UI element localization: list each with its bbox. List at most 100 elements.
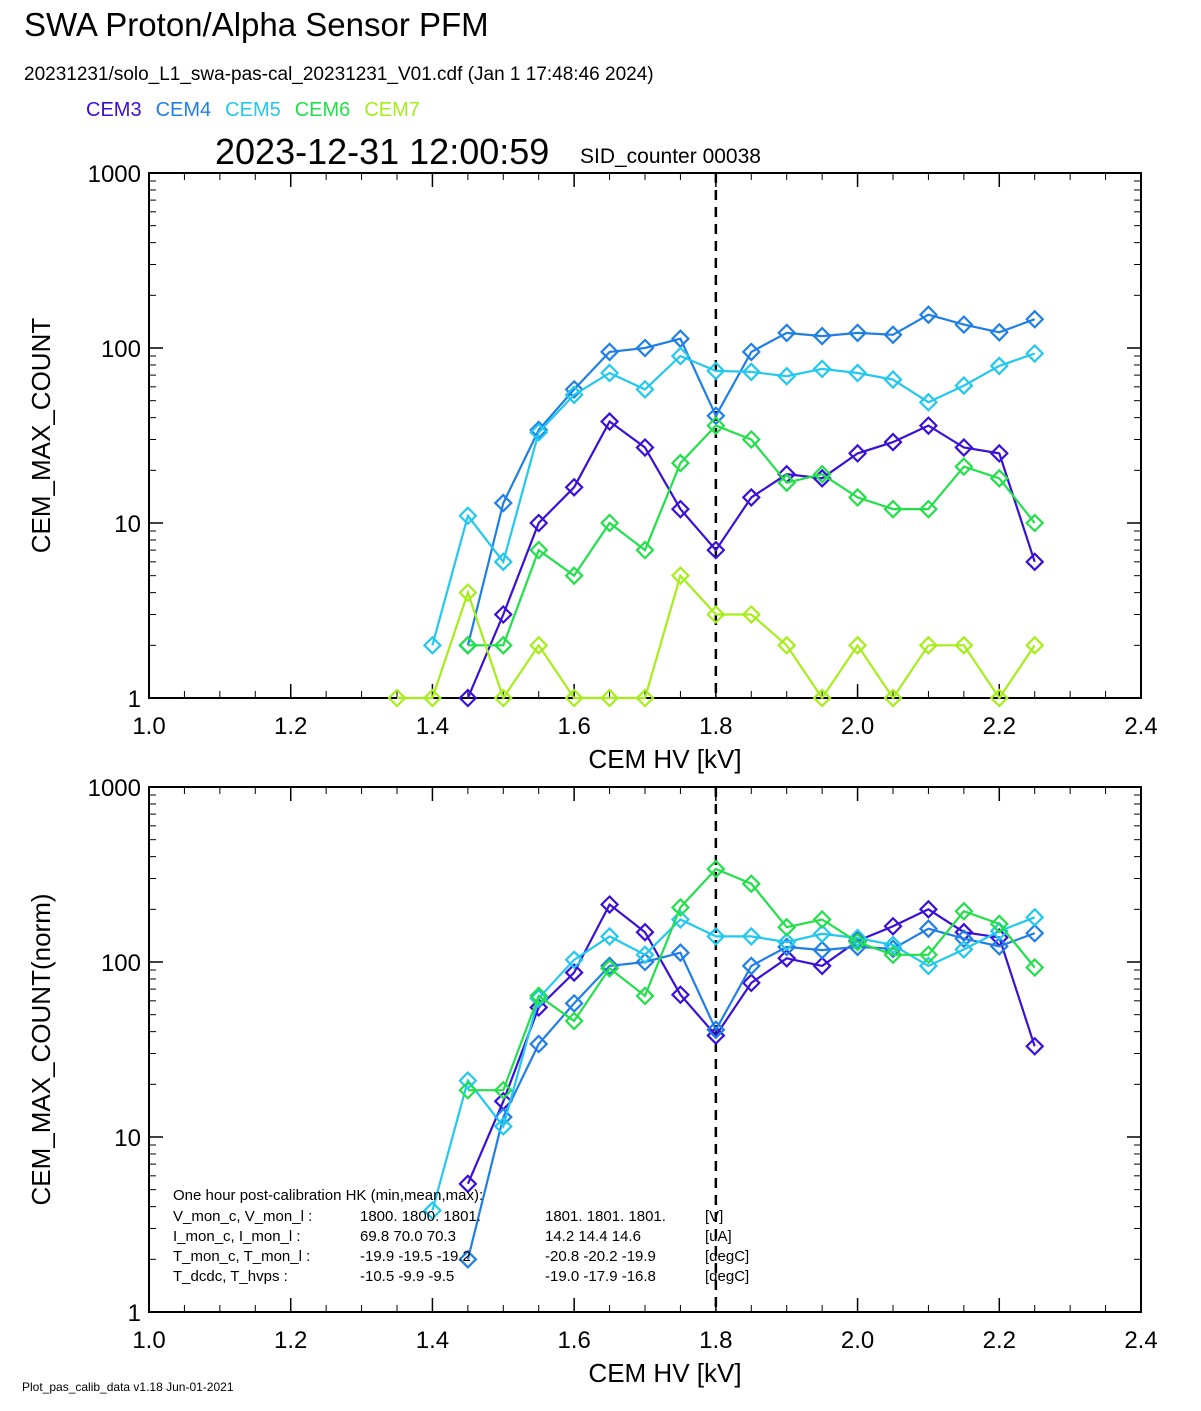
legend-item-cem6: CEM6	[294, 99, 351, 121]
data-point-cem4	[777, 323, 797, 343]
x-tick-label: 2.4	[1124, 1327, 1157, 1354]
hk-summary: One hour post-calibration HK (min,mean,m…	[173, 1187, 749, 1285]
plot-frame	[148, 172, 1142, 699]
hk-row-l: 1801. 1801. 1801.	[545, 1208, 666, 1225]
data-point-cem4	[812, 326, 832, 346]
data-point-cem6	[635, 986, 655, 1006]
hk-row-unit: [degC]	[705, 1248, 749, 1265]
data-point-cem6	[1025, 957, 1045, 978]
data-point-cem6	[883, 945, 903, 965]
data-point-cem4	[883, 939, 903, 959]
data-point-cem5	[812, 924, 832, 944]
data-point-cem4	[812, 940, 832, 960]
legend-item-cem7: CEM7	[364, 99, 420, 121]
hk-row-label: T_mon_c, T_mon_l :	[173, 1248, 310, 1265]
data-point-cem4	[954, 929, 974, 949]
series-line-cem5	[431, 916, 1036, 1211]
data-point-cem6	[954, 901, 974, 921]
data-point-cem7	[741, 604, 761, 625]
data-point-cem6	[635, 540, 655, 560]
data-point-cem3	[1025, 1036, 1045, 1056]
data-point-cem3	[458, 1174, 478, 1194]
legend: CEM3 CEM4 CEM5 CEM6 CEM7	[86, 99, 434, 122]
series-cem3	[458, 411, 1045, 708]
data-point-cem7	[564, 688, 584, 708]
data-point-cem5	[635, 379, 655, 399]
data-point-cem4	[848, 323, 868, 343]
data-point-cem3	[564, 963, 584, 983]
data-point-cem5	[529, 988, 549, 1008]
hk-row-l: 14.2 14.4 14.6	[545, 1228, 641, 1245]
data-point-cem6	[600, 958, 620, 978]
data-point-cem3	[883, 432, 903, 452]
data-point-cem5	[848, 928, 868, 948]
data-point-cem3	[954, 437, 974, 458]
data-point-cem3	[600, 411, 620, 432]
data-point-cem3	[600, 894, 620, 915]
data-point-cem5	[848, 363, 868, 383]
data-point-cem7	[387, 688, 407, 708]
timestamp: 2023-12-31 12:00:59	[215, 131, 550, 172]
data-point-cem5	[883, 370, 903, 390]
data-point-cem4	[670, 943, 690, 963]
y-tick-label: 1	[128, 1300, 141, 1327]
sid-counter: SID_counter 00038	[580, 145, 761, 168]
data-point-cem4	[918, 919, 938, 939]
data-point-cem5	[458, 1071, 478, 1091]
series-cem5	[422, 343, 1045, 655]
data-point-cem3	[918, 416, 938, 436]
data-point-cem5	[493, 1116, 513, 1136]
data-point-cem6	[670, 453, 690, 473]
data-point-cem6	[741, 874, 761, 894]
data-point-cem5	[954, 376, 974, 396]
data-point-cem4	[989, 322, 1009, 342]
series-line-cem3	[466, 902, 1036, 1185]
data-point-cem6	[529, 986, 549, 1006]
x-tick-label: 1.2	[274, 713, 307, 740]
data-point-cem4	[564, 379, 584, 399]
data-point-cem6	[848, 487, 868, 507]
page-title: SWA Proton/Alpha Sensor PFM	[24, 6, 489, 43]
x-tick-label: 2.0	[841, 713, 874, 740]
x-tick-label: 1.2	[274, 1327, 307, 1354]
data-point-cem6	[918, 499, 938, 519]
data-point-cem3	[529, 513, 549, 533]
y-tick-label: 100	[101, 950, 141, 977]
x-tick-label: 1.8	[699, 1327, 732, 1354]
data-point-cem4	[883, 325, 903, 345]
hk-row-l: -19.0 -17.9 -16.8	[545, 1268, 656, 1285]
data-point-cem6	[706, 859, 726, 879]
series-line-cem7	[397, 573, 1036, 701]
data-point-cem4	[954, 315, 974, 335]
x-tick-label: 1.6	[557, 713, 590, 740]
series-line-cem5	[431, 352, 1036, 646]
data-point-cem7	[529, 635, 549, 655]
y-axis-label: CEM_MAX_COUNT	[26, 318, 56, 554]
data-point-cem4	[1025, 309, 1045, 329]
data-point-cem7	[1025, 635, 1045, 655]
data-point-cem5	[564, 950, 584, 970]
data-point-cem6	[1025, 513, 1045, 533]
x-tick-label: 1.8	[699, 713, 732, 740]
data-point-cem7	[883, 688, 903, 708]
data-point-cem6	[812, 464, 832, 484]
data-point-cem6	[883, 499, 903, 519]
data-point-cem6	[848, 932, 868, 952]
data-point-cem5	[777, 932, 797, 952]
chart-panel-1: 1.0 1.2 1.4 1.6 1.8 2.0 2.2 2.4 1 10 100 1000 CEM HV…	[26, 161, 1158, 774]
data-point-cem6	[954, 457, 974, 477]
data-point-cem5	[741, 926, 761, 946]
data-point-cem3	[493, 604, 513, 625]
hk-row-label: I_mon_c, I_mon_l :	[173, 1228, 301, 1245]
hk-row-c: 1800. 1800. 1801.	[360, 1208, 481, 1225]
data-point-cem3	[670, 985, 690, 1005]
data-point-cem6	[564, 1011, 584, 1031]
hk-row-c: 69.8 70.0 70.3	[360, 1228, 456, 1245]
data-point-cem6	[670, 897, 690, 917]
data-point-cem5	[1025, 343, 1045, 364]
data-point-cem7	[422, 688, 442, 708]
data-point-cem5	[600, 926, 620, 946]
data-point-cem4	[564, 993, 584, 1013]
data-point-cem4	[989, 936, 1009, 956]
